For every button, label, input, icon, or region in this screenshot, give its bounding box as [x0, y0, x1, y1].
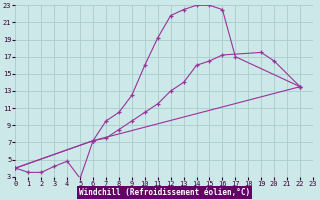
- X-axis label: Windchill (Refroidissement éolien,°C): Windchill (Refroidissement éolien,°C): [79, 188, 250, 197]
